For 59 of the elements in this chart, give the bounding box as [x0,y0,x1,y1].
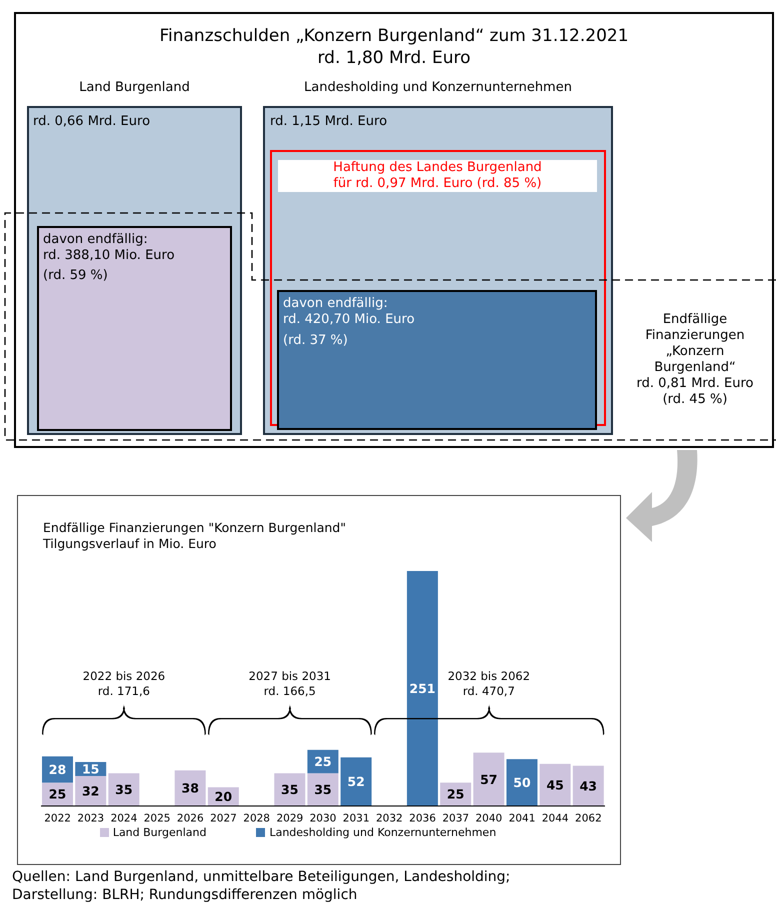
data-label: 45 [546,777,564,792]
text: rd. 1,80 Mrd. Euro [316,47,472,69]
x-tick-label: 2040 [476,812,502,824]
x-tick-label: 2031 [342,812,370,824]
text: davon endfällig: rd. 388,10 Mio. Euro [43,232,176,264]
data-label: 28 [48,762,66,777]
data-label: 52 [347,774,365,790]
data-label: 251 [409,680,436,696]
bar [473,752,504,806]
x-tick-label: 2024 [110,812,138,824]
bar [540,764,571,806]
x-tick-label: 2030 [310,812,336,824]
data-label: 20 [214,789,232,804]
bar [572,766,604,806]
x-tick-label: 2028 [243,812,270,824]
data-label: 43 [580,778,598,794]
annotation: 2022 bis 2026 rd. 171,6 [82,669,166,699]
text: rd. 1,15 Mrd. Euro [270,114,388,130]
bar [506,759,538,806]
x-tick-label: 2027 [210,812,237,824]
data-label: 50 [513,775,531,790]
text: Finanzschulden „Konzern Burgenland“ zum 31.12.2021 [158,25,630,47]
text: rd. 0,66 Mrd. Euro [33,114,152,130]
bar [406,571,438,806]
text: (rd. 59 %) [43,268,109,284]
x-tick-label: 2044 [542,812,569,824]
chart-subtitle: Tilgungsverlauf in Mio. Euro [43,536,218,552]
annotation: 2027 bis 2031 rd. 166,5 [248,669,332,699]
x-tick-label: 2023 [77,812,104,824]
x-tick-label: 2029 [276,812,304,824]
legend-label: Landesholding und Konzernunternehmen [269,826,496,839]
x-tick-label: 2022 [44,812,71,824]
x-tick-label: 2041 [508,812,536,824]
data-label: 25 [48,786,66,802]
bar [340,757,372,806]
data-label: 32 [82,783,100,798]
text: Endfällige Finanzierungen „Konzern Burgenland“ rd. 0,81 Mrd. Euro (rd. 45 %) [635,312,755,408]
data-label: 15 [82,761,100,776]
data-label: 35 [115,782,133,798]
x-tick-label: 2062 [575,812,602,824]
x-tick-label: 2025 [144,812,170,824]
data-label: 25 [446,786,464,802]
text: Landesholding und Konzernunternehmen [303,80,573,96]
data-label: 25 [314,754,332,769]
chart-title: Endfällige Finanzierungen "Konzern Burgenland" [43,520,346,536]
x-tick-label: 2036 [409,812,436,824]
x-tick-label: 2037 [442,812,470,824]
data-label: 35 [281,782,298,798]
legend-label: Land Burgenland [112,826,206,839]
source-note: Quellen: Land Burgenland, unmittelbare Beteiligungen, Landesholding; Darstellung: BLRH; Rundungsdifferenzen möglich [12,868,510,904]
data-label: 57 [480,772,498,787]
text: (rd. 37 %) [283,333,349,349]
data-label: 35 [314,782,332,798]
annotation: 2032 bis 2062 rd. 470,7 [448,669,530,698]
text: davon endfällig: rd. 420,70 Mio. Euro [283,296,416,328]
x-tick-label: 2032 [376,812,403,824]
x-tick-label: 2026 [176,812,204,824]
text: Land Burgenland [78,80,191,96]
data-label: 38 [182,780,199,796]
